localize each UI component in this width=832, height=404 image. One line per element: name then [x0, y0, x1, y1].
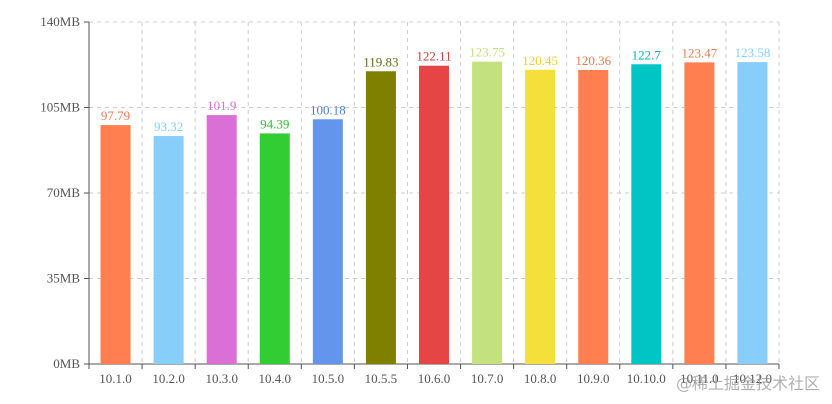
y-tick-label: 105MB	[40, 100, 80, 115]
x-tick-label: 10.9.0	[577, 371, 610, 386]
bar	[472, 61, 503, 364]
data-label: 123.47	[682, 45, 718, 60]
y-tick-label: 140MB	[40, 14, 80, 29]
y-tick-label: 0MB	[53, 356, 80, 371]
y-tick-label: 35MB	[47, 271, 81, 286]
x-tick-label: 10.1.0	[99, 371, 132, 386]
data-label: 93.32	[154, 119, 183, 134]
bar	[737, 62, 768, 364]
bar	[525, 69, 556, 364]
y-tick-label: 70MB	[47, 185, 81, 200]
bar	[206, 115, 237, 364]
x-tick-label: 10.7.0	[471, 371, 504, 386]
labels: 10.1.0 97.79 10.2.0 93.32 10.3.0 101.9 10.4.0 9…	[99, 45, 772, 386]
bar	[153, 136, 184, 364]
data-label: 100.18	[310, 102, 346, 117]
data-label: 122.7	[632, 47, 662, 62]
data-label: 101.9	[207, 98, 236, 113]
x-tick-label: 10.11.0	[680, 371, 719, 386]
data-label: 120.36	[575, 53, 611, 68]
watermark: @稀土掘金技术社区	[675, 374, 820, 393]
bar	[684, 62, 715, 364]
x-tick-label: 10.6.0	[418, 371, 451, 386]
data-label: 120.45	[522, 53, 558, 68]
bar	[578, 69, 609, 364]
data-label: 122.11	[416, 49, 451, 64]
x-tick-label: 10.2.0	[152, 371, 185, 386]
x-tick-label: 10.4.0	[259, 371, 292, 386]
data-label: 94.39	[260, 116, 289, 131]
bar	[365, 71, 396, 364]
bars	[100, 61, 768, 365]
bar	[100, 125, 131, 364]
data-label: 123.75	[469, 45, 505, 60]
x-tick-label: 10.5.5	[365, 371, 398, 386]
x-tick-label: 10.3.0	[205, 371, 238, 386]
x-tick-label: 10.10.0	[627, 371, 666, 386]
data-label: 123.58	[735, 45, 771, 60]
data-label: 119.83	[363, 54, 398, 69]
x-tick-label: 10.5.0	[312, 371, 345, 386]
bar	[312, 119, 343, 365]
x-tick-label: 10.8.0	[524, 371, 557, 386]
bar	[419, 65, 449, 365]
data-label: 97.79	[101, 108, 130, 123]
bar	[631, 64, 662, 365]
bar	[259, 133, 290, 364]
x-tick-label: 10.12.0	[733, 371, 772, 386]
